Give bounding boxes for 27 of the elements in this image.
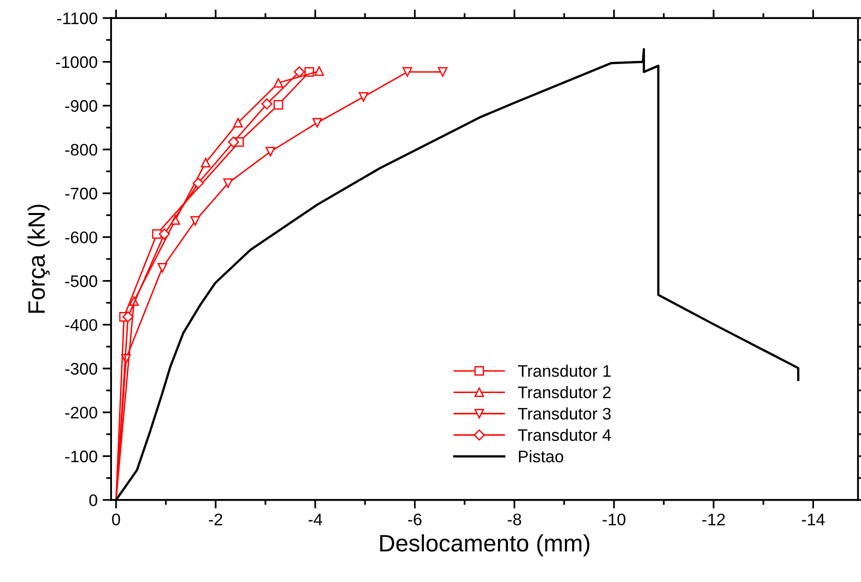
y-tick-label: -200: [65, 406, 98, 419]
y-tick-label: -400: [65, 319, 98, 331]
y-tick-label: -1100: [57, 12, 98, 24]
x-tick-label: -4: [308, 514, 322, 526]
legend-label: Transdutor 4: [518, 428, 611, 441]
x-tick-label: -10: [602, 514, 626, 526]
y-tick-label: -100: [65, 450, 98, 462]
x-tick-label: -12: [702, 514, 725, 526]
x-tick-label: -14: [802, 514, 825, 526]
y-axis-title: Força (kN): [28, 204, 50, 313]
x-tick-label: -8: [508, 514, 522, 526]
y-tick-label: -300: [65, 362, 98, 375]
y-tick-label: -500: [65, 275, 98, 288]
legend-label: Transdutor 3: [518, 407, 611, 420]
x-tick-label: 0: [112, 514, 120, 526]
y-tick-label: -1000: [56, 56, 98, 68]
x-tick-label: -2: [208, 514, 222, 526]
legend-label: Pistao: [518, 450, 564, 462]
y-tick-label: 0: [89, 494, 98, 506]
x-tick-label: -6: [408, 514, 422, 526]
x-axis-title: Deslocamento (mm): [380, 534, 590, 556]
legend-label: Transdutor 2: [518, 386, 611, 398]
y-tick-label: -700: [65, 188, 98, 200]
y-tick-label: -600: [65, 231, 98, 244]
y-tick-label: -800: [65, 144, 98, 156]
y-tick-label: -900: [65, 100, 98, 112]
legend-label: Transdutor 1: [518, 364, 611, 377]
